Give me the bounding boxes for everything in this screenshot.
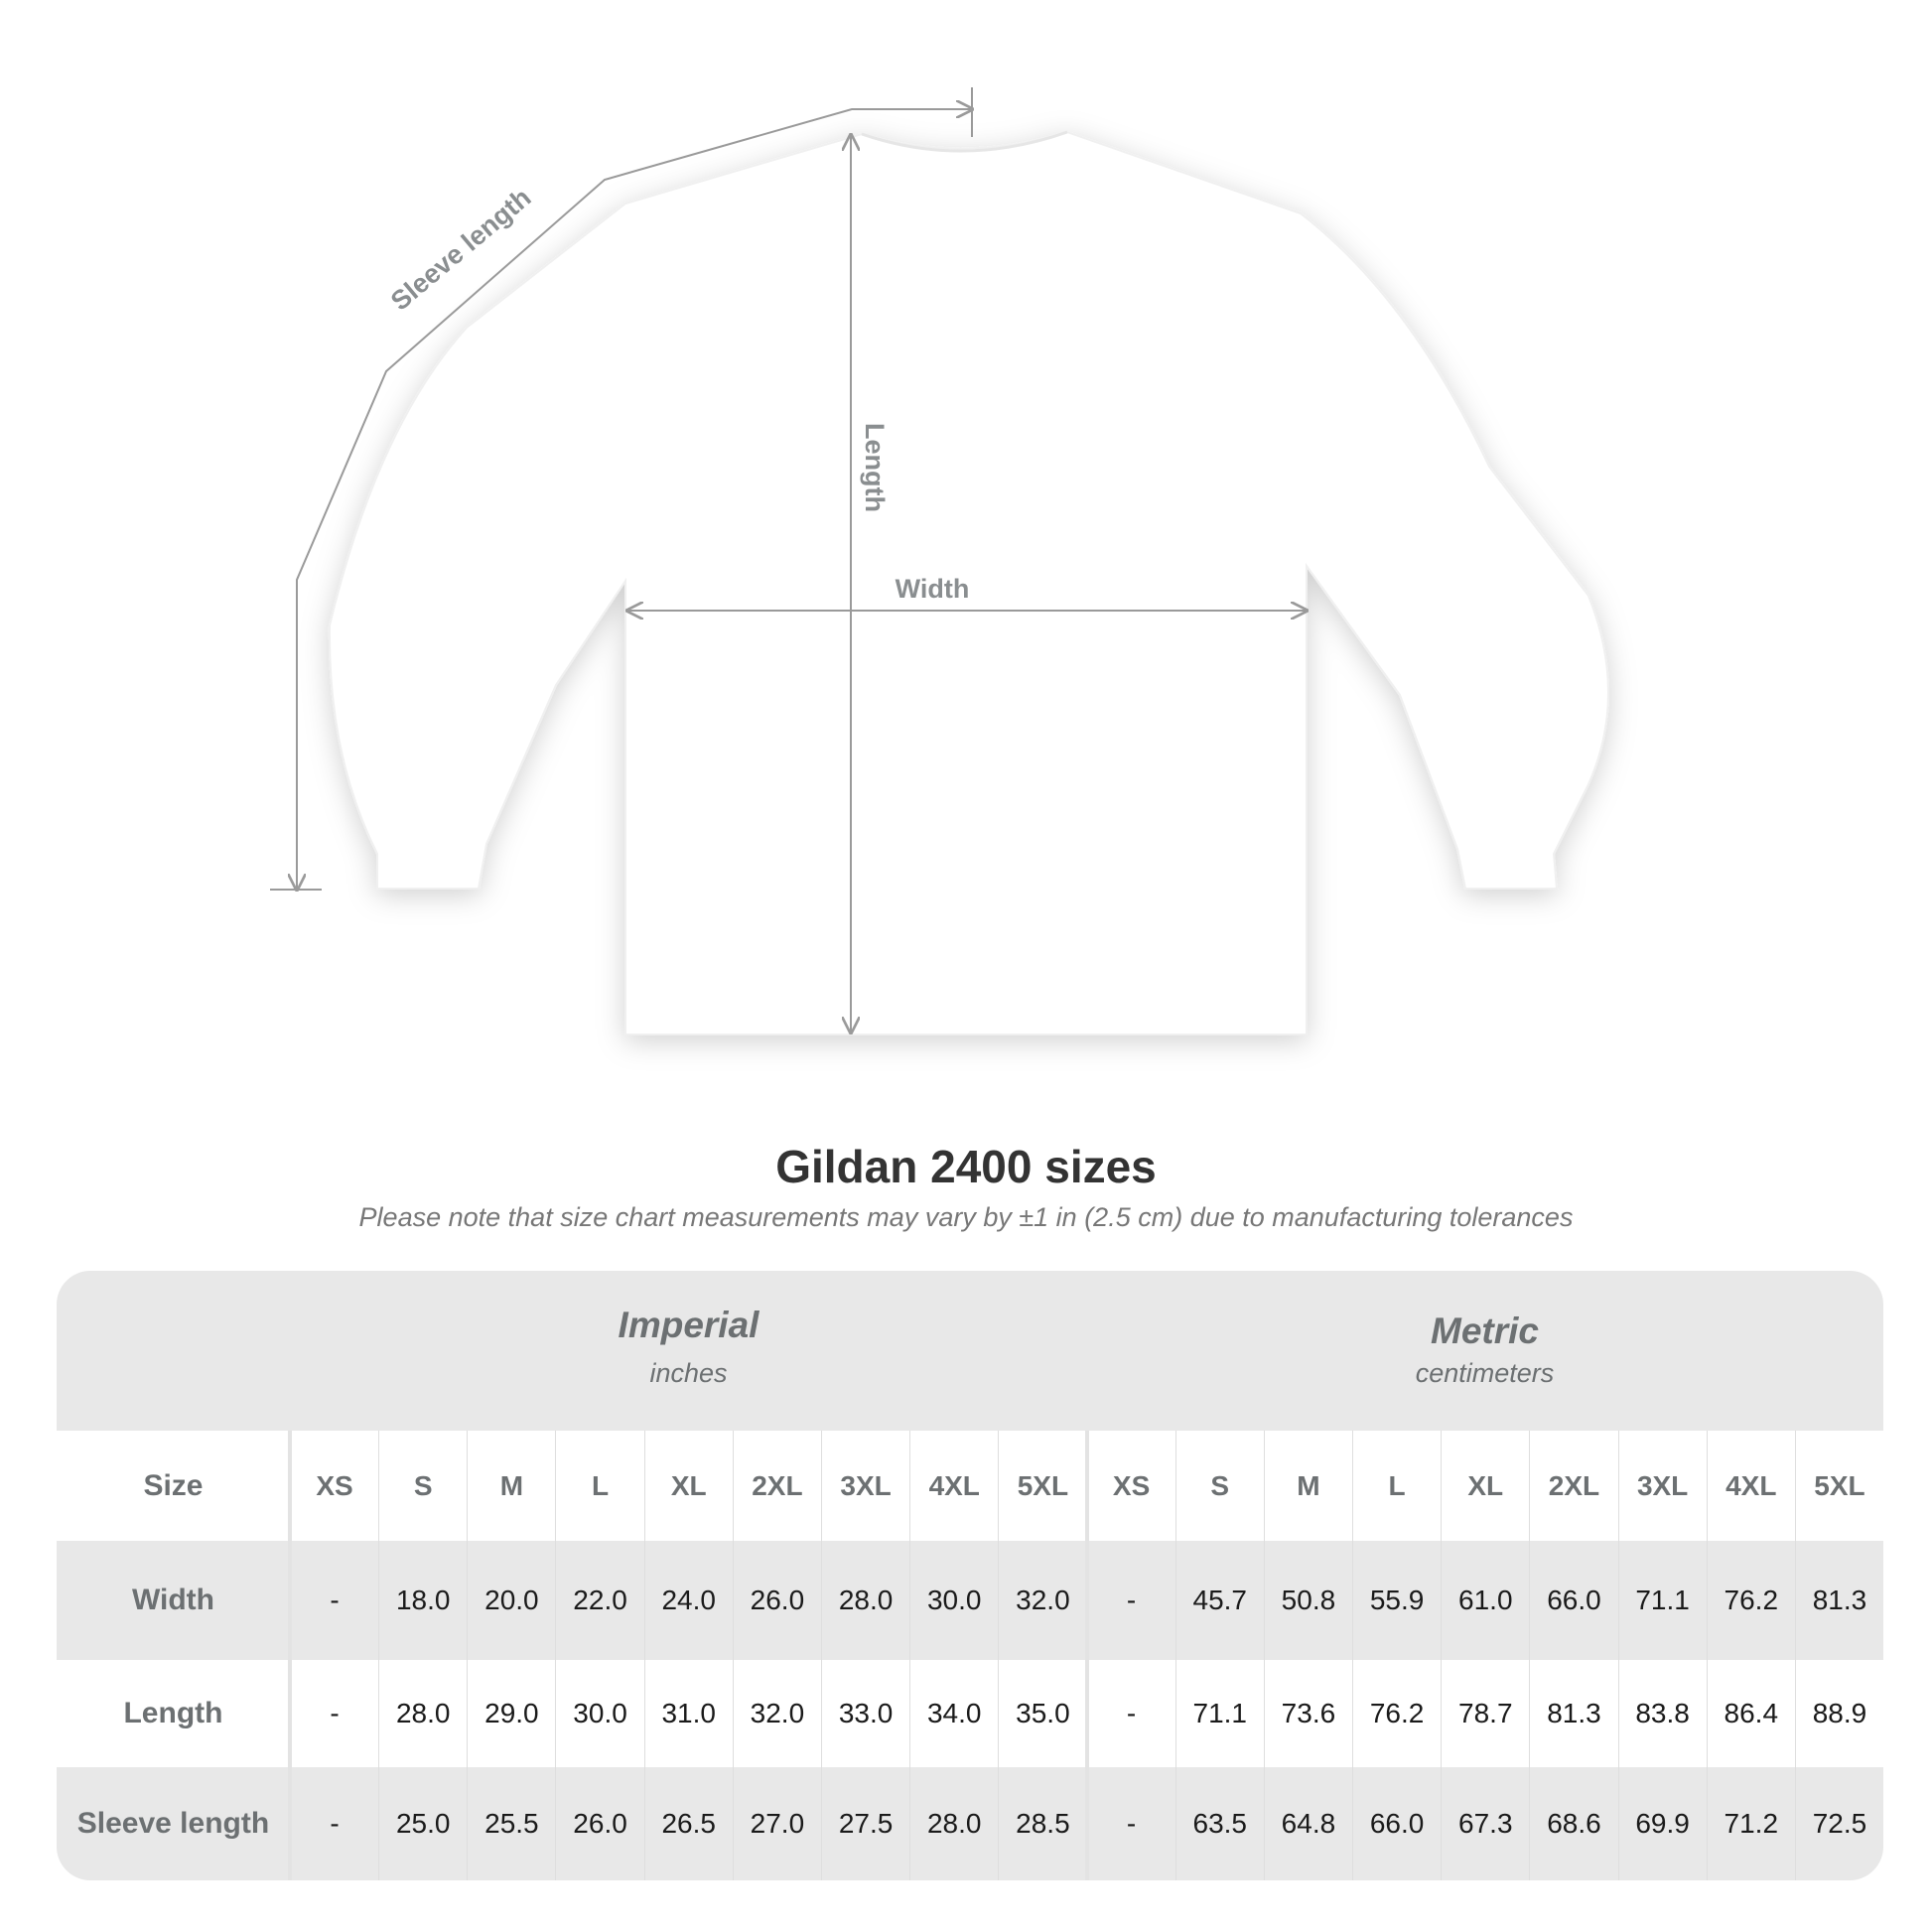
imperial-value-cell: 24.0 [643,1541,733,1660]
metric-title: Metric [1431,1311,1539,1351]
metric-value-cell: 66.0 [1352,1767,1441,1880]
imperial-size-header: 2XL [732,1431,821,1541]
row-band-sleeve [57,1767,1883,1880]
imperial-size-header: L [555,1431,643,1541]
header-band [57,1271,1883,1431]
metric-unit: centimeters [1415,1358,1555,1388]
metric-value-cell: 69.9 [1617,1767,1707,1880]
row-band-width [57,1541,1883,1660]
imperial-value-cell: 32.0 [732,1660,821,1767]
imperial-size-header: XL [643,1431,733,1541]
metric-size-header: M [1263,1431,1352,1541]
metric-size-header: 4XL [1706,1431,1795,1541]
metric-size-header: S [1174,1431,1264,1541]
unit-divider [1085,1431,1089,1880]
metric-value-cell: 71.2 [1706,1767,1795,1880]
width-label: Width [896,574,970,604]
metric-size-header: 2XL [1529,1431,1617,1541]
length-label: Length [860,423,890,512]
imperial-value-cell: 25.0 [378,1767,467,1880]
size-header-row: Size XS S M L XL 2XL 3XL 4XL 5XL XS S M L XL 2XL 3XL 4XL 5… [57,1431,1883,1541]
metric-value-cell: 88.9 [1794,1660,1883,1767]
imperial-value-cell: 32.0 [998,1541,1086,1660]
tolerance-note: Please note that size chart measurements… [358,1202,1574,1232]
imperial-value-cell: 26.0 [732,1541,821,1660]
imperial-value-cell: 26.5 [643,1767,733,1880]
imperial-value-cell: 30.0 [555,1660,643,1767]
imperial-value-cell: 20.0 [467,1541,555,1660]
imperial-value-cell: 31.0 [643,1660,733,1767]
metric-value-cell: 81.3 [1529,1660,1617,1767]
imperial-size-header: XS [289,1431,378,1541]
metric-value-cell: 83.8 [1617,1660,1707,1767]
metric-value-cell: 67.3 [1441,1767,1529,1880]
metric-size-header: XL [1441,1431,1529,1541]
imperial-size-header: 4XL [909,1431,998,1541]
metric-size-header: 3XL [1617,1431,1707,1541]
imperial-value-cell: 28.0 [909,1767,998,1880]
imperial-value-cell: - [289,1660,378,1767]
imperial-size-header: S [378,1431,467,1541]
table-row: Length -28.0 29.0 30.0 31.0 32.0 33.0 34.0 35.0-… [57,1660,1883,1767]
metric-size-header: L [1352,1431,1441,1541]
sleeve-measure-line [270,87,972,890]
imperial-value-cell: 18.0 [378,1541,467,1660]
metric-value-cell: - [1086,1660,1175,1767]
row-label: Length [123,1697,223,1729]
metric-value-cell: 72.5 [1794,1767,1883,1880]
metric-value-cell: 81.3 [1794,1541,1883,1660]
metric-group: Metric centimeters [1086,1271,1883,1431]
metric-size-header: 5XL [1794,1431,1883,1541]
imperial-value-cell: 30.0 [909,1541,998,1660]
metric-value-cell: 73.6 [1263,1660,1352,1767]
imperial-group: Imperial inches [290,1271,1087,1431]
table-row: Sleeve length -25.0 25.5 26.0 26.5 27.0 27.5 28… [57,1767,1883,1880]
imperial-value-cell: - [289,1767,378,1880]
metric-value-cell: 50.8 [1263,1541,1352,1660]
imperial-value-cell: 34.0 [909,1660,998,1767]
metric-value-cell: 45.7 [1174,1541,1264,1660]
metric-value-cell: 66.0 [1529,1541,1617,1660]
size-table: Imperial inches Metric centimeters Size X… [57,1271,1883,1880]
metric-value-cell: 76.2 [1352,1660,1441,1767]
imperial-value-cell: 27.5 [820,1767,909,1880]
imperial-value-cell: 22.0 [555,1541,643,1660]
metric-value-cell: - [1086,1767,1175,1880]
imperial-value-cell: 35.0 [998,1660,1086,1767]
metric-value-cell: 64.8 [1263,1767,1352,1880]
imperial-title: Imperial [618,1305,759,1345]
imperial-value-cell: 33.0 [820,1660,909,1767]
imperial-value-cell: 26.0 [555,1767,643,1880]
metric-value-cell: - [1086,1541,1175,1660]
imperial-value-cell: 27.0 [732,1767,821,1880]
shirt-diagram: Sleeve length Length Width [270,87,1609,1035]
metric-size-header: XS [1086,1431,1175,1541]
imperial-value-cell: 28.5 [998,1767,1086,1880]
imperial-size-header: M [467,1431,555,1541]
imperial-size-header: 3XL [820,1431,909,1541]
imperial-value-cell: 25.5 [467,1767,555,1880]
imperial-value-cell: - [289,1541,378,1660]
metric-value-cell: 55.9 [1352,1541,1441,1660]
metric-value-cell: 71.1 [1617,1541,1707,1660]
imperial-size-header: 5XL [998,1431,1086,1541]
row-label: Sleeve length [76,1807,270,1840]
imperial-unit: inches [649,1358,728,1388]
size-header-label: Size [143,1468,204,1502]
metric-value-cell: 71.1 [1174,1660,1264,1767]
metric-value-cell: 68.6 [1529,1767,1617,1880]
metric-value-cell: 78.7 [1441,1660,1529,1767]
imperial-value-cell: 28.0 [378,1660,467,1767]
imperial-value-cell: 29.0 [467,1660,555,1767]
table-row: Width -18.0 20.0 22.0 24.0 26.0 28.0 30.0 32.0-4… [57,1541,1883,1660]
metric-value-cell: 61.0 [1441,1541,1529,1660]
row-label: Width [131,1584,214,1616]
metric-value-cell: 63.5 [1174,1767,1264,1880]
label-divider [288,1431,292,1880]
page-title: Gildan 2400 sizes [775,1141,1157,1192]
metric-value-cell: 86.4 [1706,1660,1795,1767]
metric-value-cell: 76.2 [1706,1541,1795,1660]
imperial-value-cell: 28.0 [820,1541,909,1660]
